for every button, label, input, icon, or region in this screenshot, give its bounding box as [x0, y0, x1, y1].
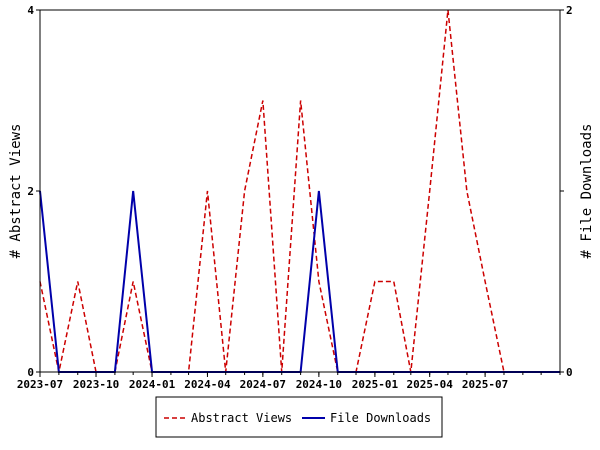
series-line-file-downloads [39, 190, 560, 373]
x-tick-label: 2023-10 [73, 378, 119, 391]
x-tick-label: 2025-04 [407, 378, 454, 391]
y-left-tick-label: 2 [27, 185, 34, 198]
y-right-tick-label: 0 [566, 366, 573, 379]
legend: Abstract Views File Downloads [155, 396, 443, 438]
series-line-abstract-views [39, 9, 505, 373]
plot-frame [39, 9, 561, 373]
left-axis: 0 2 4 [27, 4, 40, 379]
legend-label-file-downloads: File Downloads [330, 411, 431, 425]
x-tick-label: 2024-01 [129, 378, 176, 391]
y-axis-right-title: # File Downloads [579, 124, 595, 259]
x-tick-label: 2024-10 [296, 378, 342, 391]
x-tick-label: 2025-01 [352, 378, 399, 391]
y-right-tick-label: 2 [566, 4, 573, 17]
x-axis: 2023-07 2023-10 2024-01 2024-04 2024-07 2024-… [17, 372, 561, 391]
legend-box [155, 396, 443, 438]
y-left-tick-label: 0 [27, 366, 34, 379]
legend-label-abstract-views: Abstract Views [191, 411, 292, 425]
x-tick-label: 2025-07 [462, 378, 508, 391]
x-tick-label: 2024-07 [240, 378, 286, 391]
series-layer [39, 9, 560, 373]
right-axis: 02 [560, 4, 573, 379]
x-tick-label: 2024-04 [184, 378, 231, 391]
y-axis-left-title: # Abstract Views [8, 124, 24, 259]
y-left-tick-label: 4 [27, 4, 34, 17]
x-tick-label: 2023-07 [17, 378, 63, 391]
